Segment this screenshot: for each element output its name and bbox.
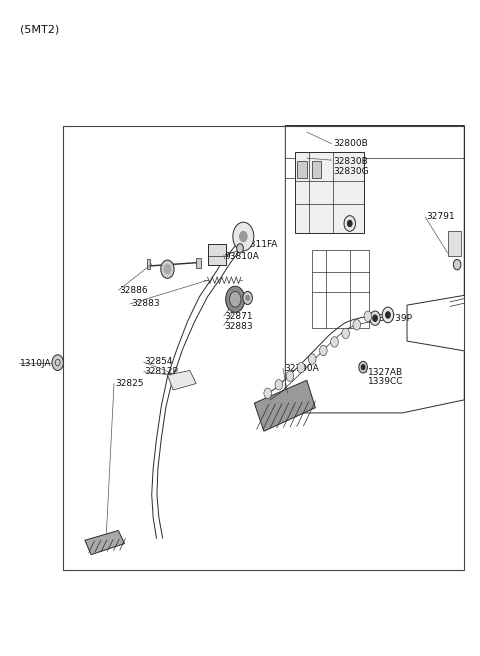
Text: 32886: 32886 [120, 285, 148, 295]
Circle shape [286, 371, 294, 381]
Text: 32830G: 32830G [333, 167, 369, 176]
Text: 93810A: 93810A [225, 252, 260, 260]
Circle shape [240, 232, 247, 242]
Circle shape [342, 328, 349, 338]
Text: 1327AB: 1327AB [368, 368, 403, 377]
Circle shape [243, 291, 252, 304]
Text: 32883: 32883 [225, 322, 253, 331]
Text: (5MT2): (5MT2) [21, 24, 60, 34]
Circle shape [372, 315, 377, 321]
Circle shape [229, 291, 241, 307]
Circle shape [52, 355, 63, 371]
Circle shape [344, 216, 356, 232]
Circle shape [361, 365, 365, 370]
Text: 32825: 32825 [115, 379, 144, 388]
Text: 32854: 32854 [144, 358, 173, 367]
Text: 1310JA: 1310JA [20, 359, 51, 369]
Polygon shape [196, 258, 201, 268]
Bar [312, 161, 321, 178]
Text: 32812P: 32812P [144, 367, 179, 377]
Text: 32791: 32791 [426, 213, 455, 222]
Circle shape [382, 307, 394, 323]
Text: 32700A: 32700A [284, 364, 319, 373]
Circle shape [320, 345, 327, 356]
Circle shape [164, 264, 171, 274]
Circle shape [353, 319, 360, 330]
Polygon shape [168, 371, 196, 390]
Circle shape [348, 220, 352, 227]
Polygon shape [147, 259, 150, 269]
Circle shape [237, 244, 243, 253]
Bar [63, 125, 464, 569]
Circle shape [331, 337, 338, 347]
Circle shape [370, 311, 380, 325]
Circle shape [246, 295, 250, 300]
Bar [297, 161, 307, 178]
Bar [207, 245, 226, 265]
Polygon shape [254, 380, 315, 431]
Text: 32739P: 32739P [378, 314, 412, 323]
Text: 32830B: 32830B [333, 157, 368, 166]
Circle shape [385, 312, 390, 318]
Circle shape [309, 354, 316, 364]
Circle shape [453, 259, 461, 270]
Circle shape [264, 388, 272, 399]
Polygon shape [85, 531, 124, 555]
Circle shape [364, 311, 372, 321]
Text: 1311FA: 1311FA [245, 240, 278, 249]
Text: 32871: 32871 [225, 312, 253, 321]
Circle shape [226, 286, 245, 312]
Circle shape [275, 380, 283, 390]
Circle shape [297, 362, 305, 373]
Text: 1339CC: 1339CC [368, 377, 403, 386]
Text: 32800B: 32800B [333, 139, 368, 148]
Bar [447, 232, 461, 256]
Circle shape [161, 260, 174, 278]
Polygon shape [295, 152, 364, 234]
Text: 32883: 32883 [131, 299, 160, 308]
Circle shape [233, 222, 254, 251]
Circle shape [359, 361, 367, 373]
